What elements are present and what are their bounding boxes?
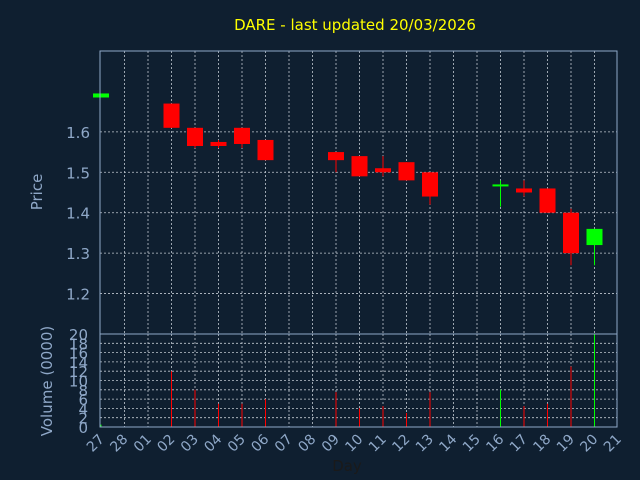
candle-16	[492, 180, 509, 207]
candle-body	[492, 184, 509, 187]
volume-axis-label: Volume (0000)	[38, 326, 56, 436]
volume-y-tick-label: 20	[69, 326, 88, 344]
candle-02	[163, 103, 180, 128]
candle-body	[210, 141, 227, 147]
candle-body	[375, 168, 391, 173]
candle-03	[187, 127, 203, 149]
x-tick-labels: 27 28 01 02 03 04 05 06 07 08 09 10 11 12 13 14 15 16 17 18…	[84, 431, 625, 455]
candle-27	[93, 93, 109, 98]
volume-y-tick-label: 8	[78, 382, 88, 400]
candle-05	[234, 127, 250, 149]
candle-body	[516, 188, 532, 193]
volume-y-tick-label: 0	[78, 419, 88, 437]
volume-y-tick-label: 10	[69, 373, 88, 391]
candle-09	[328, 152, 344, 173]
chart-title: DARE - last updated 20/03/2026	[234, 16, 476, 34]
volume-y-tick-label: 6	[78, 391, 88, 409]
candle-06	[257, 139, 274, 161]
volume-y-tick-label: 18	[69, 335, 88, 353]
price-panel: 1.2 1.3 1.4 1.5 1.6 Price	[28, 50, 618, 335]
candle-body	[398, 162, 415, 181]
candle-body	[163, 103, 180, 128]
candle-13	[422, 172, 438, 205]
candle-12	[398, 162, 415, 181]
volume-y-tick-label: 14	[69, 354, 88, 372]
price-y-tick-label: 1.4	[66, 205, 90, 223]
candle-body	[422, 172, 438, 197]
price-y-tick-label: 1.5	[66, 164, 90, 182]
price-axis-label: Price	[28, 174, 46, 211]
volume-y-tick-label: 16	[69, 345, 88, 363]
candle-body	[234, 127, 250, 144]
candle-body	[539, 188, 556, 213]
volume-frame	[99, 333, 618, 428]
candle-body	[586, 228, 603, 246]
volume-y-tick-label: 12	[69, 363, 88, 381]
candle-body	[257, 139, 274, 161]
candle-04	[210, 139, 227, 149]
price-candles	[93, 93, 603, 266]
x-axis-label: Day	[332, 457, 362, 475]
price-y-tick-label: 1.2	[66, 286, 90, 304]
candle-10	[351, 156, 368, 177]
price-y-tick-label: 1.6	[66, 124, 90, 142]
volume-y-tick-label: 2	[78, 410, 88, 428]
candle-17	[516, 180, 532, 197]
candle-body	[328, 152, 344, 161]
candle-body	[563, 212, 579, 254]
candle-20	[586, 228, 603, 266]
candle-18	[539, 188, 556, 213]
price-y-tick-label: 1.3	[66, 245, 90, 263]
volume-bars	[100, 334, 595, 427]
candle-11	[375, 156, 391, 177]
candle-19	[563, 208, 579, 266]
candle-body	[93, 93, 109, 98]
price-y-tick-labels: 1.2 1.3 1.4 1.5 1.6	[66, 124, 90, 304]
candle-body	[351, 156, 368, 177]
volume-y-tick-label: 4	[78, 400, 88, 418]
candle-body	[187, 127, 203, 147]
